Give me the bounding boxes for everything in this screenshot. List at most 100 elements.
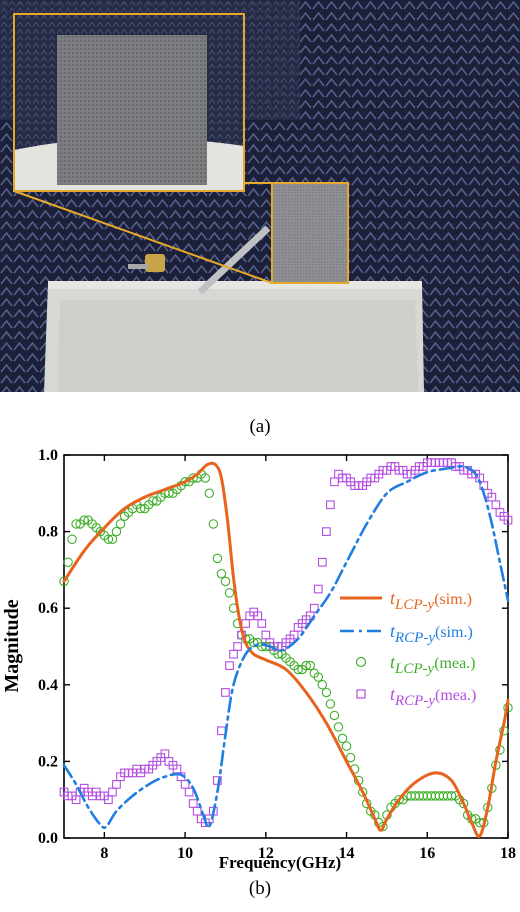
point-rcp-mea — [225, 661, 234, 670]
point-lcp-mea — [345, 752, 356, 763]
x-tick-label: 14 — [339, 845, 355, 862]
pedestal-top — [48, 281, 422, 289]
legend-label: tLCP-y(mea.) — [390, 652, 476, 677]
y-tick-label: 0.0 — [38, 830, 58, 847]
point-lcp-mea — [212, 553, 223, 564]
point-rcp-mea — [326, 500, 335, 510]
feed-horn-cable — [128, 264, 148, 269]
anechoic-chamber-photo — [0, 0, 520, 392]
point-lcp-mea — [180, 477, 190, 487]
legend-label-tail: (sim.) — [435, 624, 473, 641]
legend: tLCP-y(sim.)tRCP-y(sim.)tLCP-y(mea.)tRCP… — [340, 588, 476, 709]
point-lcp-mea — [446, 791, 457, 801]
point-lcp-mea — [248, 637, 259, 648]
point-lcp-mea — [337, 733, 348, 744]
legend-label-main: t — [390, 684, 396, 704]
series-layer — [59, 458, 513, 838]
point-lcp-mea — [71, 519, 81, 529]
x-tick-label: 8 — [100, 845, 108, 862]
point-lcp-mea — [67, 534, 77, 545]
point-rcp-mea — [192, 806, 202, 816]
series-lcp-y-solid — [62, 461, 510, 838]
y-tick-label: 0.8 — [38, 524, 58, 541]
legend-label-tail: (sim.) — [434, 591, 472, 608]
transmission-chart: 8 10 12 14 16 180.00.20.40.60.81.0 tLCP-y(sim… — [1, 447, 516, 872]
point-rcp-mea — [261, 630, 271, 640]
series-rcp-y-dashdot — [62, 464, 510, 829]
metasurface-sample-large — [57, 35, 207, 185]
point-rcp-mea — [330, 477, 339, 487]
legend-swatch — [356, 689, 366, 699]
point-rcp-mea — [217, 726, 226, 736]
metasurface-sample-small — [272, 183, 348, 283]
legend-label: tRCP-y(sim.) — [390, 621, 473, 646]
legend-label-main: t — [390, 621, 396, 641]
point-lcp-mea — [216, 568, 227, 579]
pedestal-shadow — [58, 300, 418, 392]
point-lcp-mea — [220, 576, 231, 587]
legend-label: tRCP-y(mea.) — [390, 684, 476, 709]
point-lcp-mea — [135, 503, 146, 514]
point-rcp-mea — [241, 619, 250, 628]
point-lcp-mea — [329, 710, 340, 721]
feed-horn — [145, 254, 165, 272]
legend-label-subscript: RCP-y — [394, 693, 435, 709]
point-lcp-mea — [107, 534, 118, 545]
point-lcp-mea — [333, 722, 344, 732]
legend-label-subscript: LCP-y — [394, 661, 435, 677]
point-lcp-mea — [357, 787, 368, 797]
point-lcp-mea — [321, 687, 332, 698]
point-lcp-mea — [313, 672, 324, 682]
line-lcp-y-sim — [62, 461, 510, 838]
point-lcp-mea — [148, 496, 158, 506]
point-lcp-mea — [394, 794, 404, 805]
point-rcp-mea — [112, 780, 121, 789]
point-lcp-mea — [208, 519, 219, 529]
y-tick-label: 0.4 — [38, 677, 58, 694]
point-rcp-mea — [503, 515, 513, 525]
point-lcp-mea — [59, 576, 69, 587]
point-lcp-mea — [317, 680, 328, 690]
point-lcp-mea — [204, 488, 215, 499]
y-tick-label: 1.0 — [38, 447, 58, 464]
legend-swatch — [355, 656, 367, 668]
point-lcp-mea — [200, 473, 211, 483]
legend-label-subscript: RCP-y — [394, 630, 435, 646]
x-axis-label: Frequency(GHz) — [219, 853, 341, 872]
point-lcp-mea — [103, 534, 114, 545]
point-rcp-mea — [108, 787, 117, 797]
point-lcp-mea — [111, 526, 122, 537]
axes: 8 10 12 14 16 18 0.0 0.2 0.4 0.6 0.8 1.0 — [38, 447, 516, 862]
point-rcp-mea — [257, 619, 267, 628]
point-lcp-mea — [458, 798, 469, 809]
point-rcp-mea — [491, 500, 501, 510]
point-rcp-mea — [221, 688, 230, 697]
point-lcp-mea — [305, 660, 315, 671]
x-tick-label: 18 — [500, 845, 516, 862]
legend-label-tail: (mea.) — [435, 687, 476, 704]
point-rcp-mea — [313, 584, 323, 594]
x-tick-label: 12 — [258, 845, 274, 862]
stand-rod — [197, 225, 271, 295]
zoom-box — [271, 182, 349, 284]
point-lcp-mea — [188, 473, 198, 483]
caption-a: (a) — [249, 416, 271, 437]
point-lcp-mea — [325, 699, 336, 709]
point-lcp-mea — [293, 664, 303, 675]
legend-label-subscript: LCP-y — [394, 597, 435, 613]
x-tick-label: 10 — [177, 845, 193, 862]
point-rcp-mea — [309, 603, 319, 613]
point-lcp-mea — [341, 741, 352, 751]
caption-b: (b) — [248, 878, 272, 899]
point-lcp-mea — [115, 519, 126, 529]
point-rcp-mea — [188, 799, 198, 808]
zoom-line-bottom — [13, 190, 273, 284]
y-tick-label: 0.6 — [38, 600, 58, 617]
point-lcp-mea — [224, 588, 235, 598]
point-rcp-mea — [229, 649, 238, 659]
legend-label: tLCP-y(sim.) — [390, 588, 472, 613]
point-rcp-mea — [184, 787, 194, 797]
line-rcp-y-sim — [62, 464, 510, 829]
legend-label-tail: (mea.) — [434, 655, 475, 672]
legend-label-main: t — [390, 588, 396, 608]
